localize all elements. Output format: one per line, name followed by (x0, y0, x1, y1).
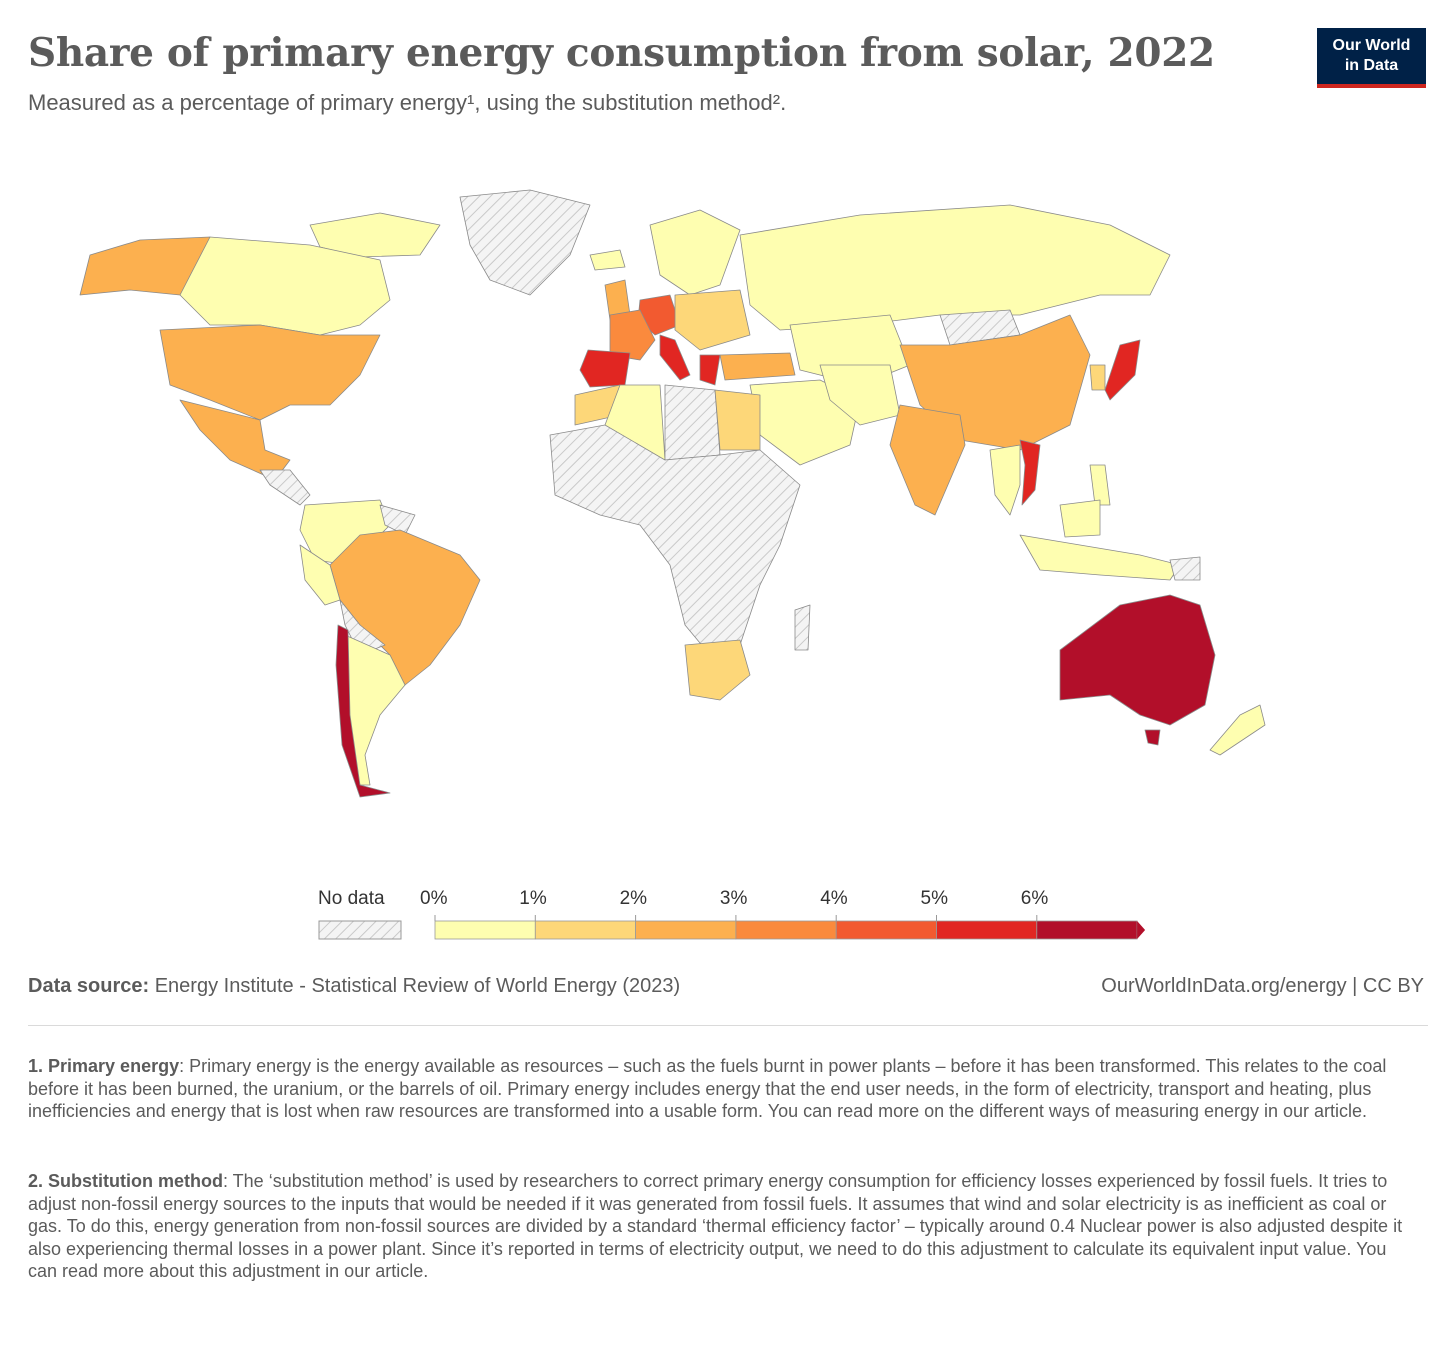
chart-title: Share of primary energy consumption from… (28, 30, 1215, 76)
data-source: Data source: Energy Institute - Statisti… (28, 975, 680, 998)
legend-tick-label: 6% (1020, 888, 1049, 909)
legend-bin-swatch[interactable] (835, 920, 937, 940)
legend-no-data-label: No data (318, 888, 385, 909)
region-png[interactable] (1169, 556, 1201, 581)
region-new-zealand[interactable] (1209, 704, 1266, 756)
divider (28, 1025, 1428, 1026)
region-chile[interactable] (335, 624, 391, 798)
legend-bin-swatch[interactable] (635, 920, 737, 940)
legend-open-end-arrow (1137, 921, 1146, 939)
region-eastern-europe[interactable] (674, 289, 751, 351)
legend-tick-label: 4% (820, 888, 848, 909)
world-map[interactable] (60, 185, 1400, 815)
region-subsaharan-africa[interactable] (549, 424, 801, 656)
legend-bin-swatch[interactable] (735, 920, 837, 940)
region-greece[interactable] (699, 354, 721, 386)
region-philippines[interactable] (1089, 464, 1111, 506)
region-peru[interactable] (299, 544, 341, 606)
region-usa[interactable] (159, 324, 381, 421)
footnote-1: 1. Primary energy: Primary energy is the… (28, 1055, 1418, 1123)
legend-tick-label: 0% (420, 888, 448, 909)
legend-bin-swatch[interactable] (936, 920, 1038, 940)
data-source-text[interactable]: Energy Institute - Statistical Review of… (154, 975, 681, 997)
owid-logo[interactable]: Our World in Data (1317, 28, 1426, 88)
logo-line-1: Our World (1332, 37, 1411, 54)
region-turkey[interactable] (719, 352, 796, 381)
region-australia[interactable] (1059, 594, 1216, 726)
color-legend: No data 0% 1% 2% 3% 4% 5% 6% (318, 888, 1158, 944)
region-france[interactable] (609, 309, 656, 361)
region-japan[interactable] (1104, 339, 1141, 401)
legend-swatches (318, 915, 1146, 940)
legend-tick-label: 3% (719, 888, 748, 909)
region-central-america[interactable] (259, 469, 311, 506)
region-south-africa[interactable] (684, 639, 751, 701)
region-madagascar[interactable] (794, 604, 811, 651)
legend-bin-swatch[interactable] (434, 920, 536, 940)
region-indonesia[interactable] (1019, 534, 1181, 581)
region-borneo[interactable] (1059, 499, 1101, 538)
region-greenland[interactable] (459, 189, 591, 296)
region-canada[interactable] (179, 236, 391, 336)
region-vietnam[interactable] (1019, 439, 1041, 506)
legend-tick-label: 2% (619, 888, 648, 909)
data-source-label: Data source: (28, 975, 150, 997)
region-iberia[interactable] (579, 349, 631, 388)
legend-bin-swatch[interactable] (1036, 920, 1138, 940)
region-egypt[interactable] (714, 389, 761, 451)
source-url[interactable]: OurWorldInData.org/energy | CC BY (1101, 975, 1424, 997)
legend-bin-swatch[interactable] (534, 920, 637, 940)
legend-tick-label: 1% (519, 888, 547, 909)
chart-subtitle: Measured as a percentage of primary ener… (28, 90, 787, 115)
region-italy[interactable] (659, 334, 691, 381)
region-libya[interactable] (664, 384, 721, 461)
region-iceland[interactable] (589, 249, 626, 271)
region-se-asia[interactable] (989, 444, 1021, 516)
footnote-2-label: 2. Substitution method (28, 1171, 223, 1191)
logo-line-2: in Data (1344, 57, 1399, 74)
footnote-2-text: : The ‘substitution method’ is used by r… (28, 1171, 1403, 1281)
legend-tick-label: 5% (920, 888, 948, 909)
region-tasmania[interactable] (1144, 729, 1161, 746)
region-iran[interactable] (819, 364, 901, 426)
legend-no-data-swatch[interactable] (318, 920, 402, 940)
region-india[interactable] (889, 404, 966, 516)
region-russia[interactable] (739, 204, 1171, 331)
footnote-1-text: : Primary energy is the energy available… (28, 1056, 1387, 1121)
region-korea[interactable] (1089, 364, 1106, 391)
region-scandinavia[interactable] (649, 209, 741, 296)
footnote-1-label: 1. Primary energy (28, 1056, 180, 1076)
footnote-2: 2. Substitution method: The ‘substitutio… (28, 1170, 1418, 1283)
